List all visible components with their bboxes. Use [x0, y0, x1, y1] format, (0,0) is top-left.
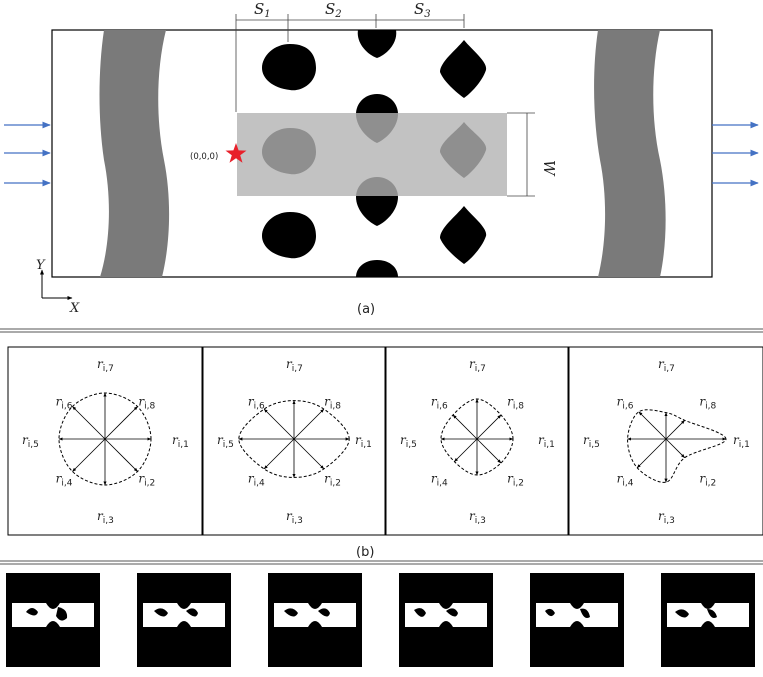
- ray-label-4: ri,4: [617, 472, 634, 489]
- radial-shape-box: ri,1 ri,2 ri,3 ri,4 ri,5 ri,6 ri,7 ri,8: [568, 346, 763, 536]
- panel-b: ri,1 ri,2 ri,3 ri,4 ri,5 ri,6 ri,7 ri,8 ri,1 ri,2…: [7, 346, 763, 560]
- radius-ray: [452, 414, 478, 440]
- separator-1: [0, 328, 763, 333]
- ray-label-6: ri,6: [431, 394, 448, 411]
- radius-ray: [293, 408, 325, 440]
- ray-label-8: ri,8: [138, 394, 155, 411]
- obstacle-drop-shape: [357, 30, 397, 58]
- ray-label-3: ri,3: [469, 509, 486, 526]
- radius-ray: [665, 420, 685, 440]
- spacing-label-s3: S3: [414, 0, 431, 20]
- caption-a: (a): [357, 302, 375, 317]
- axis-y-label: Y: [36, 258, 46, 273]
- obstacle-diamond-shape: [440, 206, 487, 264]
- origin-star-icon: [225, 143, 247, 163]
- axis-indicator: [40, 269, 73, 300]
- radial-shape-box: ri,1 ri,2 ri,3 ri,4 ri,5 ri,6 ri,7 ri,8: [7, 346, 203, 536]
- binary-sample-row: [6, 573, 755, 667]
- ray-label-4: ri,4: [56, 472, 73, 489]
- radius-ray: [72, 438, 106, 472]
- observation-window: [237, 113, 507, 196]
- ray-label-3: ri,3: [97, 509, 114, 526]
- shape-outline: [238, 400, 350, 478]
- ray-label-5: ri,5: [400, 433, 417, 450]
- ray-label-6: ri,6: [56, 394, 73, 411]
- radius-ray: [454, 438, 478, 462]
- ray-label-7: ri,7: [658, 357, 675, 374]
- ray-label-7: ri,7: [469, 357, 486, 374]
- ray-label-8: ri,8: [507, 394, 524, 411]
- width-label: W: [540, 160, 558, 177]
- radial-shape-box: ri,1 ri,2 ri,3 ri,4 ri,5 ri,6 ri,7 ri,8: [202, 346, 386, 536]
- ray-label-4: ri,4: [248, 472, 265, 489]
- ray-label-3: ri,3: [658, 509, 675, 526]
- ray-label-8: ri,8: [699, 394, 716, 411]
- obstacle-d-shape: [262, 212, 316, 259]
- width-dimension: [507, 112, 535, 197]
- radius-ray: [104, 406, 138, 440]
- radius-ray: [636, 438, 667, 469]
- radius-ray: [72, 406, 106, 440]
- ray-label-2: ri,2: [699, 472, 716, 489]
- inlet-flow-arrows: [4, 121, 51, 187]
- radius-ray: [476, 438, 502, 464]
- obstacle-d-shape: [262, 44, 316, 91]
- shape-outline: [58, 392, 152, 486]
- ray-label-1: ri,1: [538, 433, 555, 450]
- right-wall-band: [594, 30, 666, 277]
- radius-ray: [293, 438, 325, 470]
- binary-sample-thumbnail: [530, 573, 624, 667]
- spacing-label-s1: S1: [254, 0, 271, 20]
- spacing-label-s2: S2: [325, 0, 342, 20]
- binary-sample-thumbnail: [268, 573, 362, 667]
- radius-ray: [263, 408, 295, 440]
- ray-label-4: ri,4: [431, 472, 448, 489]
- obstacle-drop-shape: [356, 260, 398, 277]
- outlet-flow-arrows: [712, 121, 759, 187]
- binary-sample-thumbnail: [661, 573, 755, 667]
- ray-label-5: ri,5: [22, 433, 39, 450]
- ray-label-2: ri,2: [324, 472, 341, 489]
- ray-label-6: ri,6: [617, 394, 634, 411]
- radius-ray: [263, 438, 295, 470]
- axis-x-label: X: [69, 301, 80, 316]
- ray-label-1: ri,1: [172, 433, 189, 450]
- caption-b: (b): [356, 545, 374, 560]
- radius-ray: [476, 414, 502, 440]
- radius-ray: [665, 438, 685, 458]
- binary-sample-thumbnail: [6, 573, 100, 667]
- obstacle-diamond-shape: [440, 40, 487, 98]
- spacing-dimensions: [235, 14, 465, 112]
- ray-label-1: ri,1: [733, 433, 750, 450]
- ray-label-7: ri,7: [97, 357, 114, 374]
- ray-label-7: ri,7: [286, 357, 303, 374]
- ray-label-5: ri,5: [217, 433, 234, 450]
- ray-label-6: ri,6: [248, 394, 265, 411]
- origin-label: (0,0,0): [190, 152, 218, 162]
- ray-label-5: ri,5: [583, 433, 600, 450]
- radial-shape-box: ri,1 ri,2 ri,3 ri,4 ri,5 ri,6 ri,7 ri,8: [385, 346, 569, 536]
- ray-label-2: ri,2: [138, 472, 155, 489]
- radius-ray: [638, 411, 667, 440]
- panel-a: S1 S2 S3 W (0,0,0): [4, 0, 759, 317]
- separator-2: [0, 560, 763, 565]
- ray-label-3: ri,3: [286, 509, 303, 526]
- radius-ray: [104, 438, 138, 472]
- binary-sample-thumbnail: [137, 573, 231, 667]
- shape-outline: [440, 398, 514, 476]
- binary-sample-thumbnail: [399, 573, 493, 667]
- ray-label-1: ri,1: [355, 433, 372, 450]
- left-wall-band: [99, 30, 170, 277]
- ray-label-8: ri,8: [324, 394, 341, 411]
- ray-label-2: ri,2: [507, 472, 524, 489]
